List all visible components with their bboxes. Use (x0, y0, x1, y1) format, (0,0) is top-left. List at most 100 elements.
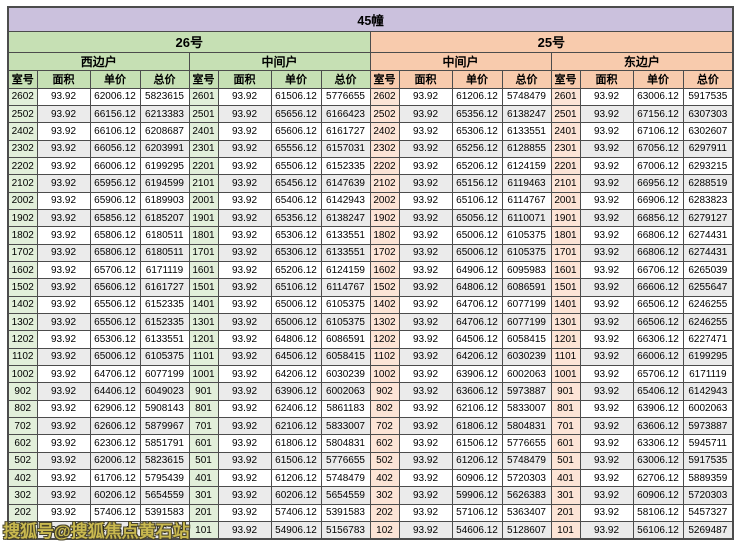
table-row: 2102 93.92 65956.12 6194599 2101 93.92 65456.1… (7, 174, 734, 193)
cell-area: 93.92 (217, 486, 272, 505)
cell-room: 501 (188, 451, 219, 471)
cell-area: 93.92 (36, 87, 91, 106)
cell-unit-price: 65906.12 (89, 191, 141, 210)
cell-unit-price: 62006.12 (89, 87, 141, 106)
cell-area: 93.92 (217, 399, 272, 419)
cell-room: 1101 (550, 347, 581, 367)
cell-unit-price: 65706.12 (89, 260, 141, 280)
cell-unit-price: 65556.12 (270, 139, 322, 158)
cell-room: 1502 (7, 278, 38, 297)
col-header-total-price-g3: 总价 (501, 69, 552, 89)
cell-area: 93.92 (579, 486, 634, 505)
cell-room: 1701 (550, 243, 581, 262)
cell-area: 93.92 (398, 469, 453, 488)
cell-total-price: 5748479 (501, 87, 552, 106)
cell-area: 93.92 (398, 503, 453, 523)
cell-total-price: 6133551 (320, 226, 371, 245)
cell-room: 1802 (369, 226, 400, 245)
cell-area: 93.92 (398, 382, 453, 401)
cell-area: 93.92 (217, 469, 272, 488)
cell-total-price: 5776655 (501, 434, 552, 453)
cell-unit-price: 65006.12 (270, 295, 322, 314)
cell-unit-price: 65006.12 (451, 226, 503, 245)
cell-total-price: 6133551 (320, 243, 371, 262)
cell-total-price: 6086591 (501, 278, 552, 297)
cell-total-price: 6208687 (139, 122, 190, 141)
cell-room: 802 (7, 399, 38, 419)
cell-room: 2002 (7, 191, 38, 210)
cell-unit-price: 66106.12 (89, 122, 141, 141)
cell-area: 93.92 (217, 382, 272, 401)
cell-room: 2402 (369, 122, 400, 141)
cell-room: 1301 (188, 312, 219, 332)
price-table: 45幢 26号 25号 西边户 中间户 中间户 东边户 室号 面积 单价 总价 室号 面积… (7, 6, 735, 540)
table-row: 2002 93.92 65906.12 6189903 2001 93.92 65406.1… (7, 191, 734, 210)
cell-total-price: 6002063 (501, 364, 552, 384)
unit-header-east: 东边户 (550, 51, 734, 71)
cell-area: 93.92 (217, 226, 272, 245)
building-block-title: 45幢 (7, 6, 734, 32)
cell-unit-price: 65606.12 (89, 278, 141, 297)
cell-total-price: 5128607 (501, 521, 552, 540)
cell-area: 93.92 (36, 451, 91, 471)
cell-total-price: 5823615 (139, 87, 190, 106)
cell-total-price: 5156743 (139, 521, 190, 540)
cell-area: 93.92 (579, 226, 634, 245)
cell-room: 1401 (188, 295, 219, 314)
cell-total-price: 5833007 (320, 417, 371, 436)
cell-unit-price: 65006.12 (89, 347, 141, 367)
cell-room: 1302 (7, 312, 38, 332)
cell-total-price: 5804831 (501, 417, 552, 436)
cell-unit-price: 65206.12 (270, 260, 322, 280)
cell-room: 2501 (550, 104, 581, 124)
cell-room: 2302 (7, 139, 38, 158)
cell-total-price: 6114767 (320, 278, 371, 297)
cell-unit-price: 65356.12 (270, 208, 322, 228)
cell-room: 1702 (7, 243, 38, 262)
cell-unit-price: 62606.12 (89, 417, 141, 436)
cell-unit-price: 66856.12 (632, 208, 684, 228)
cell-area: 93.92 (36, 243, 91, 262)
table-row: 202 93.92 57406.12 5391583 201 93.92 57406.12 5… (7, 503, 734, 523)
cell-area: 93.92 (398, 191, 453, 210)
cell-unit-price: 64506.12 (451, 330, 503, 349)
cell-unit-price: 65306.12 (270, 226, 322, 245)
cell-area: 93.92 (579, 174, 634, 193)
cell-area: 93.92 (36, 226, 91, 245)
cell-total-price: 6138247 (320, 208, 371, 228)
cell-area: 93.92 (36, 434, 91, 453)
cell-room: 1702 (369, 243, 400, 262)
cell-room: 602 (369, 434, 400, 453)
cell-unit-price: 65856.12 (89, 208, 141, 228)
cell-total-price: 5626383 (501, 486, 552, 505)
cell-unit-price: 65956.12 (89, 174, 141, 193)
cell-room: 1801 (188, 226, 219, 245)
cell-unit-price: 65306.12 (270, 243, 322, 262)
cell-room: 502 (369, 451, 400, 471)
cell-room: 201 (188, 503, 219, 523)
cell-unit-price: 61806.12 (270, 434, 322, 453)
cell-area: 93.92 (217, 364, 272, 384)
cell-total-price: 6189903 (139, 191, 190, 210)
cell-unit-price: 65056.12 (451, 208, 503, 228)
cell-area: 93.92 (36, 417, 91, 436)
cell-room: 2301 (550, 139, 581, 158)
cell-unit-price: 64206.12 (451, 347, 503, 367)
cell-room: 602 (7, 434, 38, 453)
cell-area: 93.92 (398, 295, 453, 314)
cell-area: 93.92 (398, 87, 453, 106)
cell-unit-price: 66806.12 (632, 226, 684, 245)
cell-unit-price: 66156.12 (89, 104, 141, 124)
cell-area: 93.92 (217, 521, 272, 540)
cell-total-price: 6077199 (501, 312, 552, 332)
col-header-unit-price-g4: 单价 (632, 69, 684, 89)
cell-area: 93.92 (217, 260, 272, 280)
cell-room: 802 (369, 399, 400, 419)
cell-area: 93.92 (217, 278, 272, 297)
cell-unit-price: 64806.12 (270, 330, 322, 349)
cell-total-price: 6194599 (139, 174, 190, 193)
cell-room: 2601 (188, 87, 219, 106)
cell-total-price: 6058415 (501, 330, 552, 349)
cell-area: 93.92 (36, 382, 91, 401)
cell-unit-price: 54906.12 (89, 521, 141, 540)
